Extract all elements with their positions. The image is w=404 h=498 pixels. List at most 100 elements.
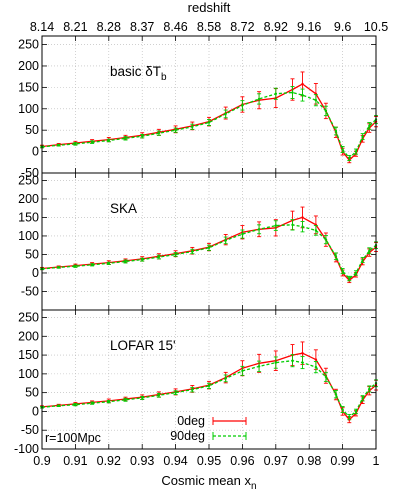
x-tick-label: 0.9: [33, 454, 50, 468]
data-point-90deg: [74, 403, 77, 406]
data-point-90deg: [334, 129, 338, 133]
panel-label-main: LOFAR 15': [110, 338, 176, 353]
x-axis-title-sub: n: [251, 481, 257, 492]
data-point-90deg: [124, 260, 127, 263]
data-point-90deg: [124, 398, 127, 401]
x-tick-label: 0.92: [97, 454, 121, 468]
data-point-90deg: [301, 225, 304, 228]
data-point-90deg: [257, 97, 261, 101]
x-tick-label: 0.95: [197, 454, 221, 468]
y-tick-label: 50: [25, 386, 39, 400]
y-tick-label: -50: [21, 166, 39, 180]
data-point-90deg: [274, 361, 277, 364]
data-point-0deg: [314, 358, 318, 361]
y-tick-label: 50: [25, 247, 39, 261]
y-tick-label: 0: [32, 266, 39, 280]
data-point-90deg: [141, 134, 144, 138]
data-point-90deg: [207, 246, 211, 249]
top-tick-label: 8.21: [63, 20, 87, 34]
data-point-90deg: [107, 400, 111, 403]
data-point-90deg: [291, 223, 294, 227]
bottom-axis-tick-labels: 0.9 0.91 0.92 0.93 0.94 0.95 0.96 0.97 0.98 0.99 1: [33, 454, 379, 468]
legend: 0deg 90deg: [170, 414, 247, 443]
data-point-90deg: [141, 396, 144, 400]
data-point-90deg: [174, 391, 177, 394]
data-point-90deg: [341, 148, 344, 151]
data-point-90deg: [354, 410, 358, 413]
data-point-90deg: [224, 377, 227, 380]
series-line-90deg: [41, 224, 377, 280]
data-point-90deg: [324, 109, 328, 113]
data-point-90deg: [274, 224, 277, 227]
data-point-0deg: [301, 216, 304, 219]
data-point-90deg: [301, 93, 304, 97]
data-point-90deg: [174, 128, 177, 132]
x-axis-title: Cosmic mean xn: [161, 473, 256, 492]
panel-label-sub: b: [161, 72, 167, 83]
data-point-90deg: [207, 384, 211, 388]
y-tick-label: 250: [18, 311, 39, 325]
data-point-0deg: [301, 352, 304, 355]
y-tick-label: 250: [18, 173, 39, 187]
x-tick-label: 0.97: [264, 454, 288, 468]
data-point-90deg: [141, 258, 144, 261]
data-point-90deg: [57, 404, 60, 407]
data-point-90deg: [107, 262, 111, 265]
data-point-90deg: [241, 369, 244, 373]
x-tick-label: 0.96: [230, 454, 254, 468]
panel-basic: -50 0 50 100 150 200 250 basic δTb: [18, 35, 378, 180]
data-point-90deg: [341, 269, 344, 273]
panel-label-main: basic δT: [110, 64, 161, 79]
y-tick-label: 0: [32, 404, 39, 418]
y-tick-label: 200: [18, 59, 39, 73]
data-point-90deg: [361, 397, 364, 400]
data-point-90deg: [191, 250, 194, 253]
y-tick-label: 100: [18, 102, 39, 116]
data-point-90deg: [314, 365, 318, 369]
data-point-90deg: [241, 232, 244, 236]
top-tick-label: 8.28: [97, 20, 121, 34]
y-tick-label: 200: [18, 192, 39, 206]
y-tick-label: 150: [18, 348, 39, 362]
panel-lofar: -100 -50 0 50 100 150 200 250 LOFAR 15': [14, 309, 378, 456]
series-line-0deg: [41, 216, 377, 282]
top-tick-label: 8.58: [197, 20, 221, 34]
data-point-0deg: [301, 82, 304, 86]
data-point-90deg: [348, 277, 351, 280]
data-point-90deg: [174, 253, 177, 256]
data-point-90deg: [341, 408, 344, 411]
data-point-90deg: [90, 263, 94, 267]
panel-label: LOFAR 15': [110, 338, 176, 353]
y-tick-label: 0: [32, 145, 39, 159]
series-line-0deg: [41, 352, 377, 421]
annotation-r: r=100Mpc: [45, 431, 101, 445]
data-point-90deg: [314, 229, 318, 232]
data-point-90deg: [361, 258, 364, 262]
y-tick-label: 250: [18, 38, 39, 52]
y-tick-label: -50: [21, 423, 39, 437]
data-point-90deg: [324, 238, 328, 241]
data-point-90deg: [324, 375, 328, 379]
top-tick-label: 8.92: [264, 20, 288, 34]
data-point-90deg: [157, 394, 161, 397]
data-point-90deg: [291, 91, 294, 94]
top-tick-label: 9.16: [297, 20, 321, 34]
data-point-90deg: [361, 135, 364, 138]
data-point-90deg: [241, 104, 244, 107]
data-point-90deg: [354, 271, 358, 275]
panel-frame: [41, 309, 377, 450]
data-point-90deg: [191, 125, 194, 128]
data-point-90deg: [334, 392, 338, 396]
top-tick-label: 9.6: [334, 20, 351, 34]
data-point-90deg: [224, 239, 227, 242]
x-axis-title-main: Cosmic mean x: [161, 473, 251, 488]
data-point-90deg: [57, 266, 60, 269]
x-tick-label: 0.94: [163, 454, 187, 468]
data-point-90deg: [348, 156, 351, 160]
x-tick-label: 1: [373, 454, 380, 468]
top-tick-label: 10.5: [364, 20, 388, 34]
top-axis-title: redshift: [188, 0, 231, 15]
data-point-90deg: [301, 361, 304, 364]
data-point-90deg: [207, 121, 211, 124]
